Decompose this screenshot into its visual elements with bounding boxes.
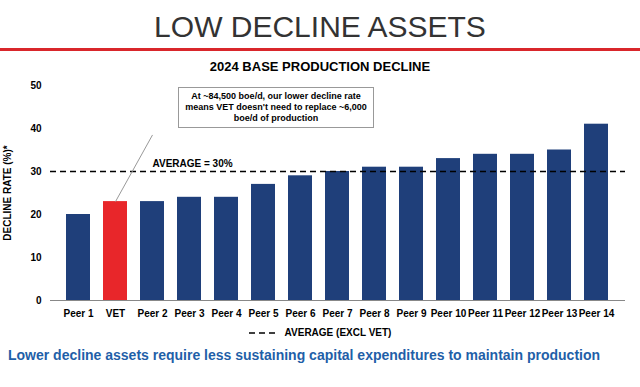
svg-text:50: 50: [30, 80, 42, 91]
svg-text:Peer 8: Peer 8: [359, 308, 389, 319]
svg-text:0: 0: [36, 295, 42, 306]
svg-text:Peer 1: Peer 1: [63, 308, 93, 319]
svg-text:Peer 4: Peer 4: [211, 308, 241, 319]
svg-text:Peer 7: Peer 7: [322, 308, 352, 319]
svg-text:Peer 3: Peer 3: [174, 308, 204, 319]
svg-text:VET: VET: [106, 308, 125, 319]
svg-text:Peer 14: Peer 14: [579, 308, 615, 319]
html-text:LOW DECLINE ASSETS: LOW DECLINE ASSETS: [154, 10, 486, 43]
svg-text:10: 10: [30, 252, 42, 263]
svg-text:Peer 10: Peer 10: [431, 308, 467, 319]
svg-text:Peer 6: Peer 6: [285, 308, 315, 319]
svg-text:Peer 12: Peer 12: [505, 308, 541, 319]
svg-text:40: 40: [30, 123, 42, 134]
html-text:At ~84,500 boe/d, our lower de: At ~84,500 boe/d, our lower decline rate…: [185, 91, 367, 123]
svg-text:DECLINE RATE (%)*: DECLINE RATE (%)*: [2, 145, 13, 240]
svg-text:20: 20: [30, 209, 42, 220]
html-text:Lower decline assets require l: Lower decline assets require less sustai…: [8, 347, 600, 363]
html-text:AVERAGE (EXCL VET): AVERAGE (EXCL VET): [284, 327, 392, 338]
html-text:2024 BASE PRODUCTION DECLINE: 2024 BASE PRODUCTION DECLINE: [209, 59, 431, 74]
svg-text:30: 30: [30, 166, 42, 177]
svg-text:Peer 11: Peer 11: [468, 308, 503, 319]
svg-text:Peer 13: Peer 13: [542, 308, 578, 319]
svg-text:Peer 9: Peer 9: [396, 308, 426, 319]
svg-text:Peer 5: Peer 5: [248, 308, 278, 319]
svg-text:AVERAGE = 30%: AVERAGE = 30%: [153, 158, 233, 169]
svg-text:Peer 2: Peer 2: [137, 308, 167, 319]
